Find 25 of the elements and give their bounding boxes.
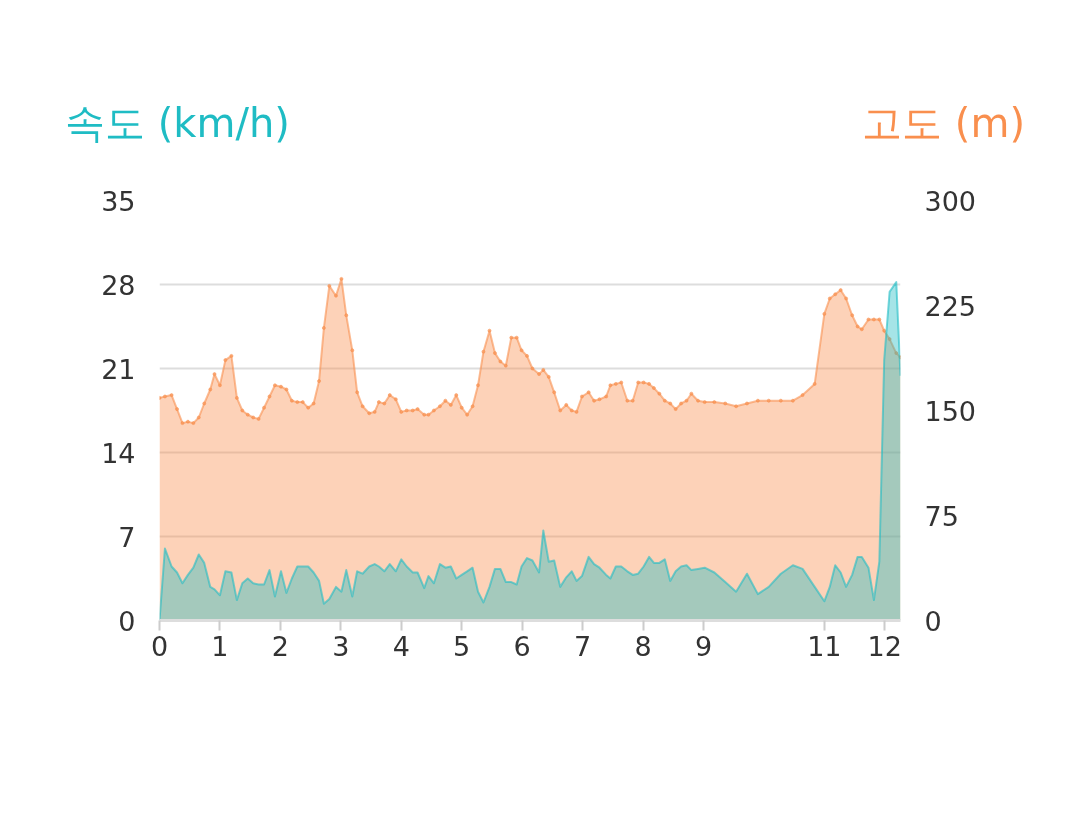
y2-tick-label: 0 xyxy=(924,605,942,637)
y-tick-label: 7 xyxy=(118,521,136,553)
x-tick-label: 6 xyxy=(513,630,531,662)
y-tick-label: 35 xyxy=(101,185,136,217)
x-tick-label: 1 xyxy=(211,630,229,662)
x-tick-label: 0 xyxy=(150,630,169,662)
x-tick-label: 5 xyxy=(453,630,471,662)
y-axis-title: 속도 (km/h) xyxy=(65,99,290,148)
y2-tick-label: 75 xyxy=(924,500,959,532)
x-tick-label: 8 xyxy=(634,630,652,662)
y2-axis-title: 고도 (m) xyxy=(862,99,1025,148)
y2-tick-label: 225 xyxy=(924,290,977,322)
y2-tick-label: 300 xyxy=(924,185,977,217)
y-tick-label: 14 xyxy=(101,437,136,469)
x-tick-label: 7 xyxy=(573,630,592,662)
x-tick-label: 12 xyxy=(867,630,902,662)
y-tick-label: 21 xyxy=(101,353,136,385)
y2-tick-label: 150 xyxy=(924,395,977,427)
y-tick-label: 28 xyxy=(101,269,136,301)
x-tick-label: 3 xyxy=(332,630,350,662)
x-tick-label: 2 xyxy=(271,630,289,662)
y-tick-label: 0 xyxy=(118,605,136,637)
x-tick-label: 9 xyxy=(694,630,713,662)
x-tick-label: 4 xyxy=(392,630,410,662)
x-tick-label: 11 xyxy=(807,630,842,662)
